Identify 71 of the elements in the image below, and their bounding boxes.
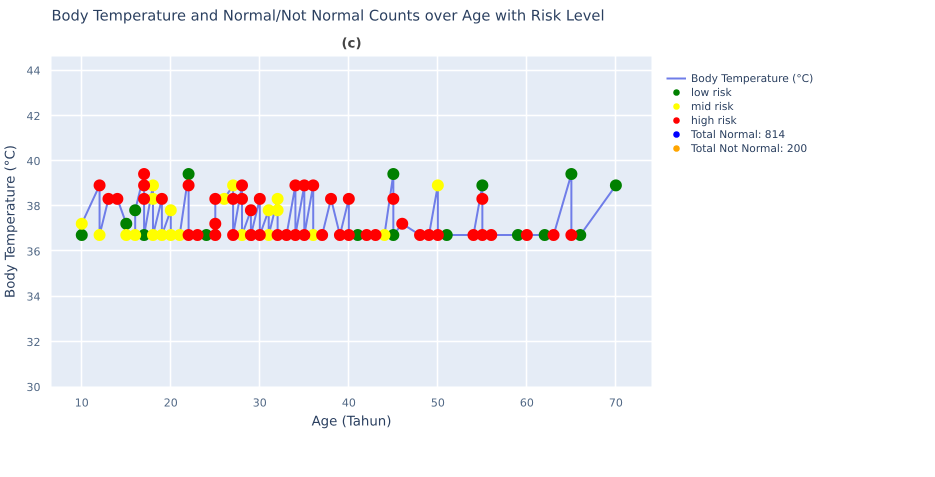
point [236,179,248,192]
point [342,229,355,242]
point [244,204,257,216]
point [138,168,150,180]
point [432,229,444,242]
point [209,229,222,242]
point [182,179,195,192]
x-tick-label: 70 [608,396,623,410]
x-tick-label: 30 [252,396,267,410]
point [129,204,142,216]
text: (c) [341,36,362,52]
point [227,229,240,242]
point [272,192,284,205]
x-tick-label: 20 [164,396,178,410]
x-tick-label: 50 [430,396,445,410]
point [76,229,88,242]
point [316,229,328,242]
x-axis-title: Age (Tahun) [312,414,392,430]
legend-label: low risk [691,85,733,99]
point [129,229,142,242]
point [254,229,266,242]
y-tick-label: 34 [26,290,41,304]
point [138,192,150,205]
legend-label: mid risk [691,99,735,113]
legend-label: Total Normal: 814 [691,127,786,141]
y-tick-label: 36 [26,245,41,258]
point [209,192,222,205]
x-tick-label: 10 [74,396,89,410]
point [156,192,168,205]
y-axis-title: Body Temperature (°C) [4,145,19,298]
point [138,179,150,192]
point [298,229,310,242]
point [476,179,488,192]
point [120,218,132,230]
point [396,218,408,230]
y-tick-label: 42 [26,110,41,123]
point [485,229,498,242]
point [236,192,248,205]
point [325,192,338,205]
point [94,179,106,192]
y-tick-label: 30 [26,381,41,394]
point [164,204,177,216]
point [342,192,355,205]
point [432,179,444,192]
legend-label: high risk [691,113,738,127]
point [565,168,578,180]
point [307,179,320,192]
point [565,229,578,242]
point [387,168,400,180]
point [272,204,284,216]
point [76,218,88,230]
point [370,229,382,242]
y-tick-label: 32 [26,336,41,349]
point [182,168,195,180]
point [387,192,400,205]
point [111,192,124,205]
point [94,229,106,242]
chart-title: Body Temperature and Normal/Not Normal Counts over Age with Risk Level [52,8,605,24]
point [476,192,488,205]
legend-label: Total Not Normal: 200 [691,141,808,155]
point [209,218,222,230]
x-tick-label: 60 [520,396,534,410]
y-tick-label: 40 [26,154,41,168]
y-tick-label: 44 [26,64,41,78]
point [254,192,266,205]
point [520,229,533,242]
point [610,179,622,192]
point [548,229,560,242]
legend-label: Body Temperature (°C) [691,71,814,85]
y-tick-label: 38 [26,200,41,214]
x-tick-label: 40 [342,396,356,410]
